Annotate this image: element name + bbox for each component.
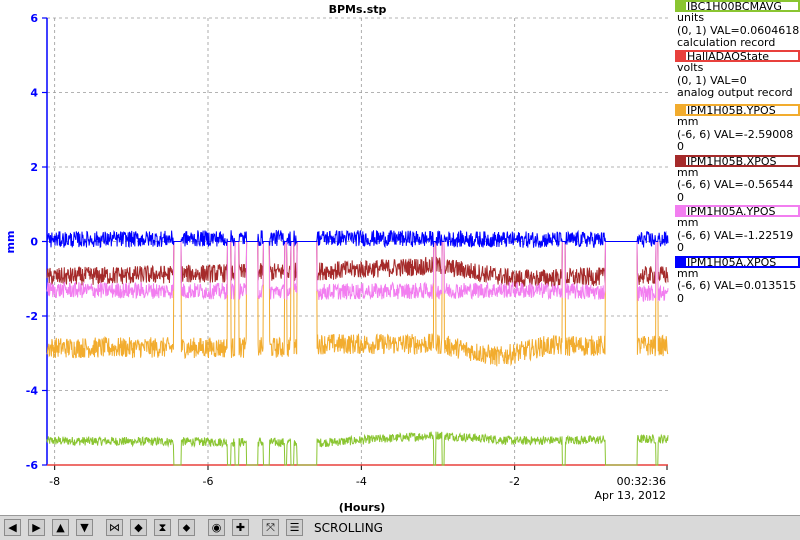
y-axis-label: mm: [4, 231, 17, 254]
legend-detail-text: 0: [677, 292, 684, 305]
legend-detail-text: analog output record: [677, 87, 793, 99]
legend-detail-text: mm: [677, 116, 699, 128]
zoom-out-horizontal-button[interactable]: ◆: [130, 519, 147, 536]
arrow-right-button[interactable]: ▶: [28, 519, 45, 536]
legend-detail-text: (0, 1) VAL=0: [677, 74, 747, 87]
legend-detail-text: mm: [677, 267, 699, 280]
chart-title: BPMs.stp: [329, 3, 387, 16]
x-tick-label: -4: [356, 475, 367, 488]
legend-series-name[interactable]: IBC1H00BCMAVG: [675, 0, 800, 12]
legend-entry[interactable]: IPM1H05A.XPOS mm (-6, 6) VAL=0.013515 0: [675, 255, 800, 306]
legend-series-name[interactable]: IPM1H05B.YPOS: [675, 104, 800, 116]
y-tick-label: 0: [30, 236, 38, 249]
legend-detail-text: (-6, 6) VAL=-1.22519: [677, 229, 794, 242]
autoscale-button[interactable]: ◉: [208, 519, 225, 536]
arrow-up-icon: ▲: [56, 521, 65, 534]
time-label: 00:32:36: [617, 475, 666, 488]
legend-entry[interactable]: IBC1H00BCMAVG units (0, 1) VAL=0.0604618 ca…: [675, 0, 800, 50]
arrow-down-button[interactable]: ▼: [76, 519, 93, 536]
arrow-left-button[interactable]: ◀: [4, 519, 21, 536]
legend-detail-text: 0: [677, 191, 684, 204]
legend-detail-text: mm: [677, 217, 699, 229]
arrow-up-button[interactable]: ▲: [52, 519, 69, 536]
legend-entry[interactable]: IPM1H05B.XPOS mm (-6, 6) VAL=-0.56544 0: [675, 154, 800, 205]
date-label: Apr 13, 2012: [594, 489, 666, 502]
add-button[interactable]: ✚: [232, 519, 249, 536]
legend-detail-text: (-6, 6) VAL=0.013515: [677, 280, 797, 292]
series-line-ipm1h05a-xpos: [46, 229, 669, 249]
zoom-out-vertical-button[interactable]: ⬥: [178, 519, 195, 536]
legend-detail-text: volts: [677, 62, 704, 74]
scroll-mode-label: SCROLLING: [314, 521, 383, 535]
legend-detail-text: mm: [677, 166, 699, 179]
legend-series-name[interactable]: HallADAQState: [675, 50, 800, 62]
legend-series-name[interactable]: IPM1H05A.XPOS: [675, 255, 800, 268]
series-line-ibc1h00bcmavg: [46, 431, 669, 466]
autoscale-icon: ◉: [211, 521, 222, 534]
legend-detail-text: 0: [677, 242, 684, 254]
add-icon: ✚: [235, 521, 246, 534]
fit-icon: ⤧: [266, 521, 275, 534]
stack-icon: ☰: [289, 521, 300, 534]
series-line-ipm1h05b-xpos: [46, 241, 669, 288]
fit-button[interactable]: ⤧: [262, 519, 279, 536]
stack-button[interactable]: ☰: [286, 519, 303, 536]
legend-entry[interactable]: IPM1H05B.YPOS mm (-6, 6) VAL=-2.59008 0: [675, 104, 800, 154]
zoom-out-vertical-icon: ⬥: [182, 521, 191, 534]
legend-detail-text: (0, 1) VAL=0.0604618: [677, 24, 800, 37]
stripchart-svg: 6 4 2 0 -2 -4 -6 -8 -6 -4 -2 BPMs.stp (Hours) mm 00:32…: [4, 3, 669, 514]
y-tick-label: -2: [26, 310, 38, 323]
y-tick-label: 4: [30, 87, 38, 100]
y-tick-label: -4: [26, 385, 39, 398]
legend-detail-text: (-6, 6) VAL=-2.59008: [677, 128, 794, 141]
series-line-ipm1h05b-ypos: [46, 241, 669, 367]
legend-detail-text: calculation record: [677, 37, 776, 49]
y-tick-label: -6: [26, 459, 39, 472]
legend-panel: IBC1H00BCMAVG units (0, 1) VAL=0.0604618 ca…: [675, 0, 800, 515]
legend-detail-text: 0: [677, 141, 684, 153]
arrow-left-icon: ◀: [8, 521, 17, 534]
zoom-in-horizontal-button[interactable]: ⋈: [106, 519, 123, 536]
zoom-in-vertical-icon: ⧗: [158, 521, 167, 534]
zoom-out-horizontal-icon: ◆: [134, 521, 143, 534]
x-tick-label: -6: [203, 475, 214, 488]
y-tick-label: 6: [30, 12, 38, 25]
legend-entry[interactable]: IPM1H05A.YPOS mm (-6, 6) VAL=-1.22519 0: [675, 205, 800, 255]
legend-detail-text: units: [677, 12, 705, 24]
arrow-right-icon: ▶: [32, 521, 41, 534]
x-tick-label: -8: [49, 475, 60, 488]
x-tick-label: -2: [509, 475, 520, 488]
y-tick-label: 2: [30, 161, 38, 174]
legend-series-name[interactable]: IPM1H05A.YPOS: [675, 205, 800, 217]
zoom-in-horizontal-icon: ⋈: [109, 521, 120, 534]
legend-detail-text: (-6, 6) VAL=-0.56544: [677, 179, 794, 191]
toolbar: SCROLLING ◀ ▶ ▲ ▼ ⋈ ◆ ⧗ ⬥ ◉ ✚ ⤧ ☰: [0, 515, 800, 540]
arrow-down-icon: ▼: [80, 521, 89, 534]
zoom-in-vertical-button[interactable]: ⧗: [154, 519, 171, 536]
x-axis-label: (Hours): [339, 501, 386, 514]
legend-entry[interactable]: HallADAQState volts (0, 1) VAL=0 analog out…: [675, 50, 800, 100]
legend-series-name[interactable]: IPM1H05B.XPOS: [675, 154, 800, 167]
plot-area: 6 4 2 0 -2 -4 -6 -8 -6 -4 -2 BPMs.stp (Hours) mm 00:32…: [4, 3, 669, 514]
